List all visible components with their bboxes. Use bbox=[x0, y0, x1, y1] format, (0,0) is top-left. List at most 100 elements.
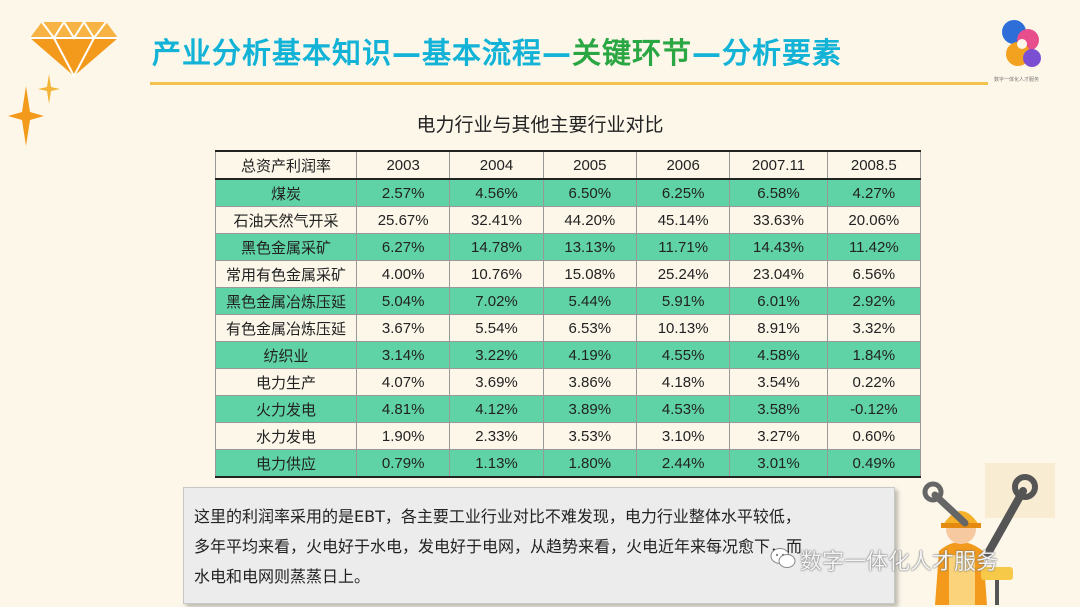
value-cell: 6.01% bbox=[729, 287, 828, 315]
value-cell: 13.13% bbox=[542, 233, 637, 261]
value-cell: 3.27% bbox=[729, 422, 828, 450]
header-cell: 2003 bbox=[355, 150, 451, 180]
wechat-icon bbox=[770, 548, 796, 568]
value-cell: 4.55% bbox=[635, 341, 731, 369]
value-cell: 6.53% bbox=[542, 314, 637, 342]
header-cell: 2004 bbox=[449, 150, 544, 180]
value-cell: 5.04% bbox=[355, 287, 451, 315]
value-cell: 4.81% bbox=[355, 395, 451, 423]
note-line: 水电和电网则蒸蒸日上。 bbox=[194, 567, 371, 586]
value-cell: 3.89% bbox=[542, 395, 637, 423]
table-row: 火力发电 4.81% 4.12% 3.89% 4.53% 3.58% -0.12… bbox=[215, 395, 922, 423]
watermark: 数字一体化人才服务 bbox=[770, 540, 1060, 580]
comparison-table: 总资产利润率 2003 2004 2005 2006 2007.11 2008.… bbox=[215, 150, 922, 478]
header-cell: 总资产利润率 bbox=[215, 150, 357, 180]
industry-cell: 火力发电 bbox=[215, 395, 357, 423]
sparkle-icon bbox=[38, 74, 60, 104]
value-cell: 11.42% bbox=[826, 233, 922, 261]
table-row: 纺织业 3.14% 3.22% 4.19% 4.55% 4.58% 1.84% bbox=[215, 341, 922, 369]
value-cell: 1.80% bbox=[542, 449, 637, 478]
value-cell: 3.54% bbox=[729, 368, 828, 396]
value-cell: 23.04% bbox=[729, 260, 828, 288]
value-cell: 4.19% bbox=[542, 341, 637, 369]
note-line: 这里的利润率采用的是EBT，各主要工业行业对比不难发现，电力行业整体水平较低， bbox=[194, 507, 801, 526]
header-cell: 2007.11 bbox=[729, 150, 828, 180]
table-header-row: 总资产利润率 2003 2004 2005 2006 2007.11 2008.… bbox=[215, 150, 922, 180]
value-cell: 3.01% bbox=[729, 449, 828, 478]
table-row: 有色金属冶炼压延 3.67% 5.54% 6.53% 10.13% 8.91% … bbox=[215, 314, 922, 342]
value-cell: 2.44% bbox=[635, 449, 731, 478]
value-cell: 10.13% bbox=[635, 314, 731, 342]
value-cell: 3.67% bbox=[355, 314, 451, 342]
page-title: 产业分析基本知识—基本流程—关键环节—分析要素 bbox=[152, 36, 843, 70]
table-row: 电力供应 0.79% 1.13% 1.80% 2.44% 3.01% 0.49% bbox=[215, 449, 922, 478]
value-cell: 4.27% bbox=[826, 178, 922, 207]
value-cell: 6.50% bbox=[542, 178, 637, 207]
value-cell: 7.02% bbox=[449, 287, 544, 315]
value-cell: 25.24% bbox=[635, 260, 731, 288]
value-cell: 2.57% bbox=[355, 178, 451, 207]
value-cell: 25.67% bbox=[355, 206, 451, 234]
value-cell: 14.43% bbox=[729, 233, 828, 261]
industry-cell: 煤炭 bbox=[215, 178, 357, 207]
value-cell: 3.53% bbox=[542, 422, 637, 450]
industry-cell: 常用有色金属采矿 bbox=[215, 260, 357, 288]
value-cell: 14.78% bbox=[449, 233, 544, 261]
value-cell: 10.76% bbox=[449, 260, 544, 288]
value-cell: 0.22% bbox=[826, 368, 922, 396]
value-cell: -0.12% bbox=[826, 395, 922, 423]
value-cell: 4.12% bbox=[449, 395, 544, 423]
logo-caption: 数字一体化人才服务 bbox=[994, 77, 1040, 83]
sparkle-icon bbox=[8, 86, 44, 146]
value-cell: 6.56% bbox=[826, 260, 922, 288]
value-cell: 15.08% bbox=[542, 260, 637, 288]
value-cell: 3.86% bbox=[542, 368, 637, 396]
industry-cell: 水力发电 bbox=[215, 422, 357, 450]
table-title: 电力行业与其他主要行业对比 bbox=[416, 114, 664, 136]
value-cell: 2.92% bbox=[826, 287, 922, 315]
value-cell: 3.32% bbox=[826, 314, 922, 342]
value-cell: 45.14% bbox=[635, 206, 731, 234]
value-cell: 3.69% bbox=[449, 368, 544, 396]
industry-cell: 纺织业 bbox=[215, 341, 357, 369]
industry-cell: 黑色金属冶炼压延 bbox=[215, 287, 357, 315]
value-cell: 11.71% bbox=[635, 233, 731, 261]
value-cell: 0.60% bbox=[826, 422, 922, 450]
watermark-text: 数字一体化人才服务 bbox=[800, 550, 999, 575]
value-cell: 5.44% bbox=[542, 287, 637, 315]
header-cell: 2008.5 bbox=[826, 150, 922, 180]
value-cell: 6.58% bbox=[729, 178, 828, 207]
value-cell: 4.07% bbox=[355, 368, 451, 396]
industry-cell: 黑色金属采矿 bbox=[215, 233, 357, 261]
value-cell: 8.91% bbox=[729, 314, 828, 342]
value-cell: 1.84% bbox=[826, 341, 922, 369]
value-cell: 5.54% bbox=[449, 314, 544, 342]
value-cell: 4.58% bbox=[729, 341, 828, 369]
note-line: 多年平均来看，火电好于水电，发电好于电网，从趋势来看，火电近年来每况愈下，而 bbox=[194, 537, 803, 556]
title-divider bbox=[150, 82, 988, 85]
note-box: 这里的利润率采用的是EBT，各主要工业行业对比不难发现，电力行业整体水平较低， … bbox=[183, 487, 895, 604]
table-row: 常用有色金属采矿 4.00% 10.76% 15.08% 25.24% 23.0… bbox=[215, 260, 922, 288]
table-row: 煤炭 2.57% 4.56% 6.50% 6.25% 6.58% 4.27% bbox=[215, 178, 922, 207]
table-row: 电力生产 4.07% 3.69% 3.86% 4.18% 3.54% 0.22% bbox=[215, 368, 922, 396]
value-cell: 1.13% bbox=[449, 449, 544, 478]
table-row: 黑色金属采矿 6.27% 14.78% 13.13% 11.71% 14.43%… bbox=[215, 233, 922, 261]
value-cell: 0.79% bbox=[355, 449, 451, 478]
value-cell: 3.22% bbox=[449, 341, 544, 369]
value-cell: 4.00% bbox=[355, 260, 451, 288]
table-row: 水力发电 1.90% 2.33% 3.53% 3.10% 3.27% 0.60% bbox=[215, 422, 922, 450]
industry-cell: 电力供应 bbox=[215, 449, 357, 478]
value-cell: 44.20% bbox=[542, 206, 637, 234]
industry-cell: 有色金属冶炼压延 bbox=[215, 314, 357, 342]
worker-tools-icon bbox=[922, 463, 1055, 605]
header-cell: 2006 bbox=[635, 150, 731, 180]
value-cell: 2.33% bbox=[449, 422, 544, 450]
value-cell: 5.91% bbox=[635, 287, 731, 315]
value-cell: 3.10% bbox=[635, 422, 731, 450]
value-cell: 33.63% bbox=[729, 206, 828, 234]
value-cell: 3.58% bbox=[729, 395, 828, 423]
industry-cell: 电力生产 bbox=[215, 368, 357, 396]
header-cell: 2005 bbox=[542, 150, 637, 180]
value-cell: 4.56% bbox=[449, 178, 544, 207]
value-cell: 4.53% bbox=[635, 395, 731, 423]
